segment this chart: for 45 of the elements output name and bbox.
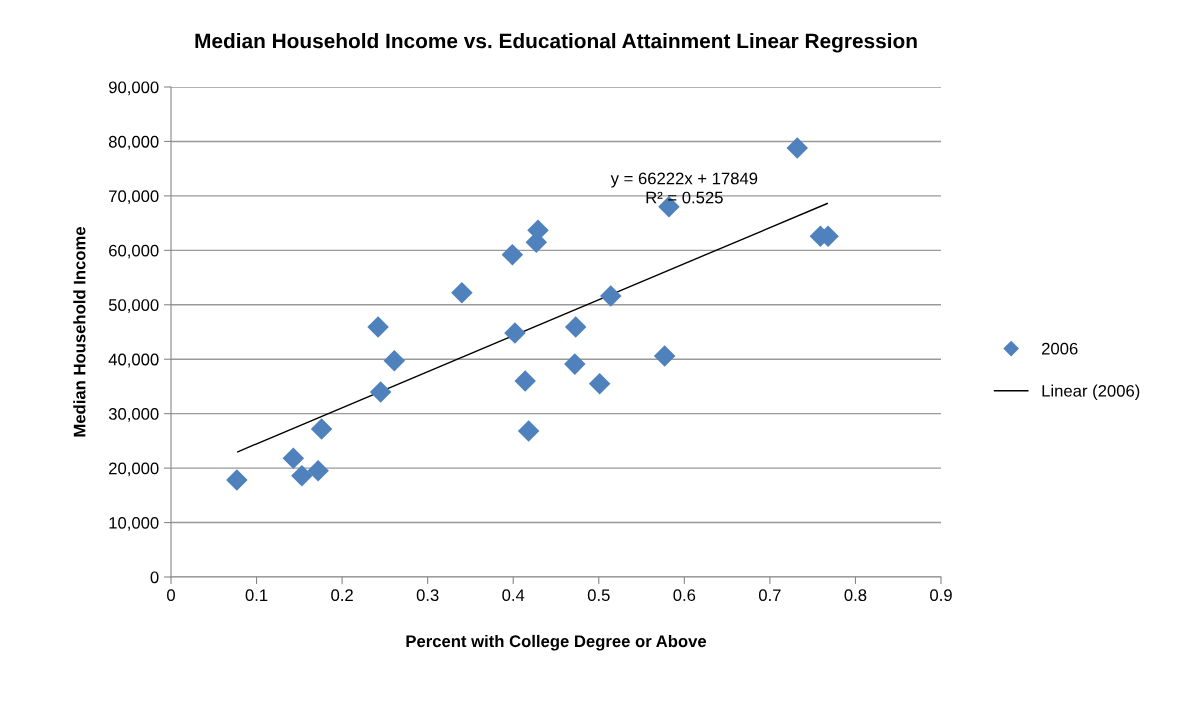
y-tick-label: 80,000 <box>108 135 159 150</box>
x-tick-label: 0.1 <box>245 589 268 602</box>
point <box>310 418 333 440</box>
point <box>226 469 248 491</box>
annotation: y = 66222x + 17849 R² = 0.525 <box>610 172 758 204</box>
point <box>501 243 524 266</box>
point <box>588 372 611 395</box>
legend-label: 2006 <box>1042 342 1078 355</box>
point <box>517 420 540 442</box>
y-tick-label: 70,000 <box>109 190 159 205</box>
y-tick-label: 30,000 <box>108 408 159 422</box>
x-tick-label: 0.8 <box>844 589 867 602</box>
point <box>451 282 473 304</box>
y-tick-label: 60,000 <box>109 244 159 259</box>
point <box>369 381 392 403</box>
y-tick-label: 0 <box>150 571 159 584</box>
x-tick-label: 0.6 <box>673 589 696 602</box>
point <box>282 447 305 470</box>
chart-title: Median Household Income vs. Educational Attainment Linear Regression <box>195 33 917 53</box>
point <box>600 285 622 307</box>
point <box>564 316 587 338</box>
point <box>564 353 586 375</box>
x-tick-label: 0.9 <box>930 589 952 602</box>
y-tick-label: 20,000 <box>109 462 159 477</box>
x-tick-label: 0.7 <box>758 589 781 602</box>
y-tick-label: 90,000 <box>109 81 159 96</box>
point <box>307 460 329 482</box>
legend-label: Linear (2006) <box>1042 384 1140 401</box>
point <box>291 464 313 487</box>
point <box>786 137 809 159</box>
point <box>653 345 676 367</box>
x-tick-label: 0.5 <box>587 589 610 602</box>
x-tick-label: 0.4 <box>502 589 525 602</box>
x-tick-label: 0 <box>167 589 175 602</box>
y-tick-label: 10,000 <box>109 516 159 531</box>
y-tick-label: 50,000 <box>108 299 159 313</box>
point <box>514 370 536 392</box>
x-tick-label: 0.3 <box>416 589 439 602</box>
y-axis-title: Median Household Income <box>73 226 86 437</box>
x-tick-label: 0.2 <box>331 589 353 602</box>
point <box>367 316 389 338</box>
x-axis-title: Percent with College Degree or Above <box>406 634 707 651</box>
point <box>504 322 526 344</box>
point <box>383 350 406 372</box>
y-tick-label: 40,000 <box>108 353 159 368</box>
